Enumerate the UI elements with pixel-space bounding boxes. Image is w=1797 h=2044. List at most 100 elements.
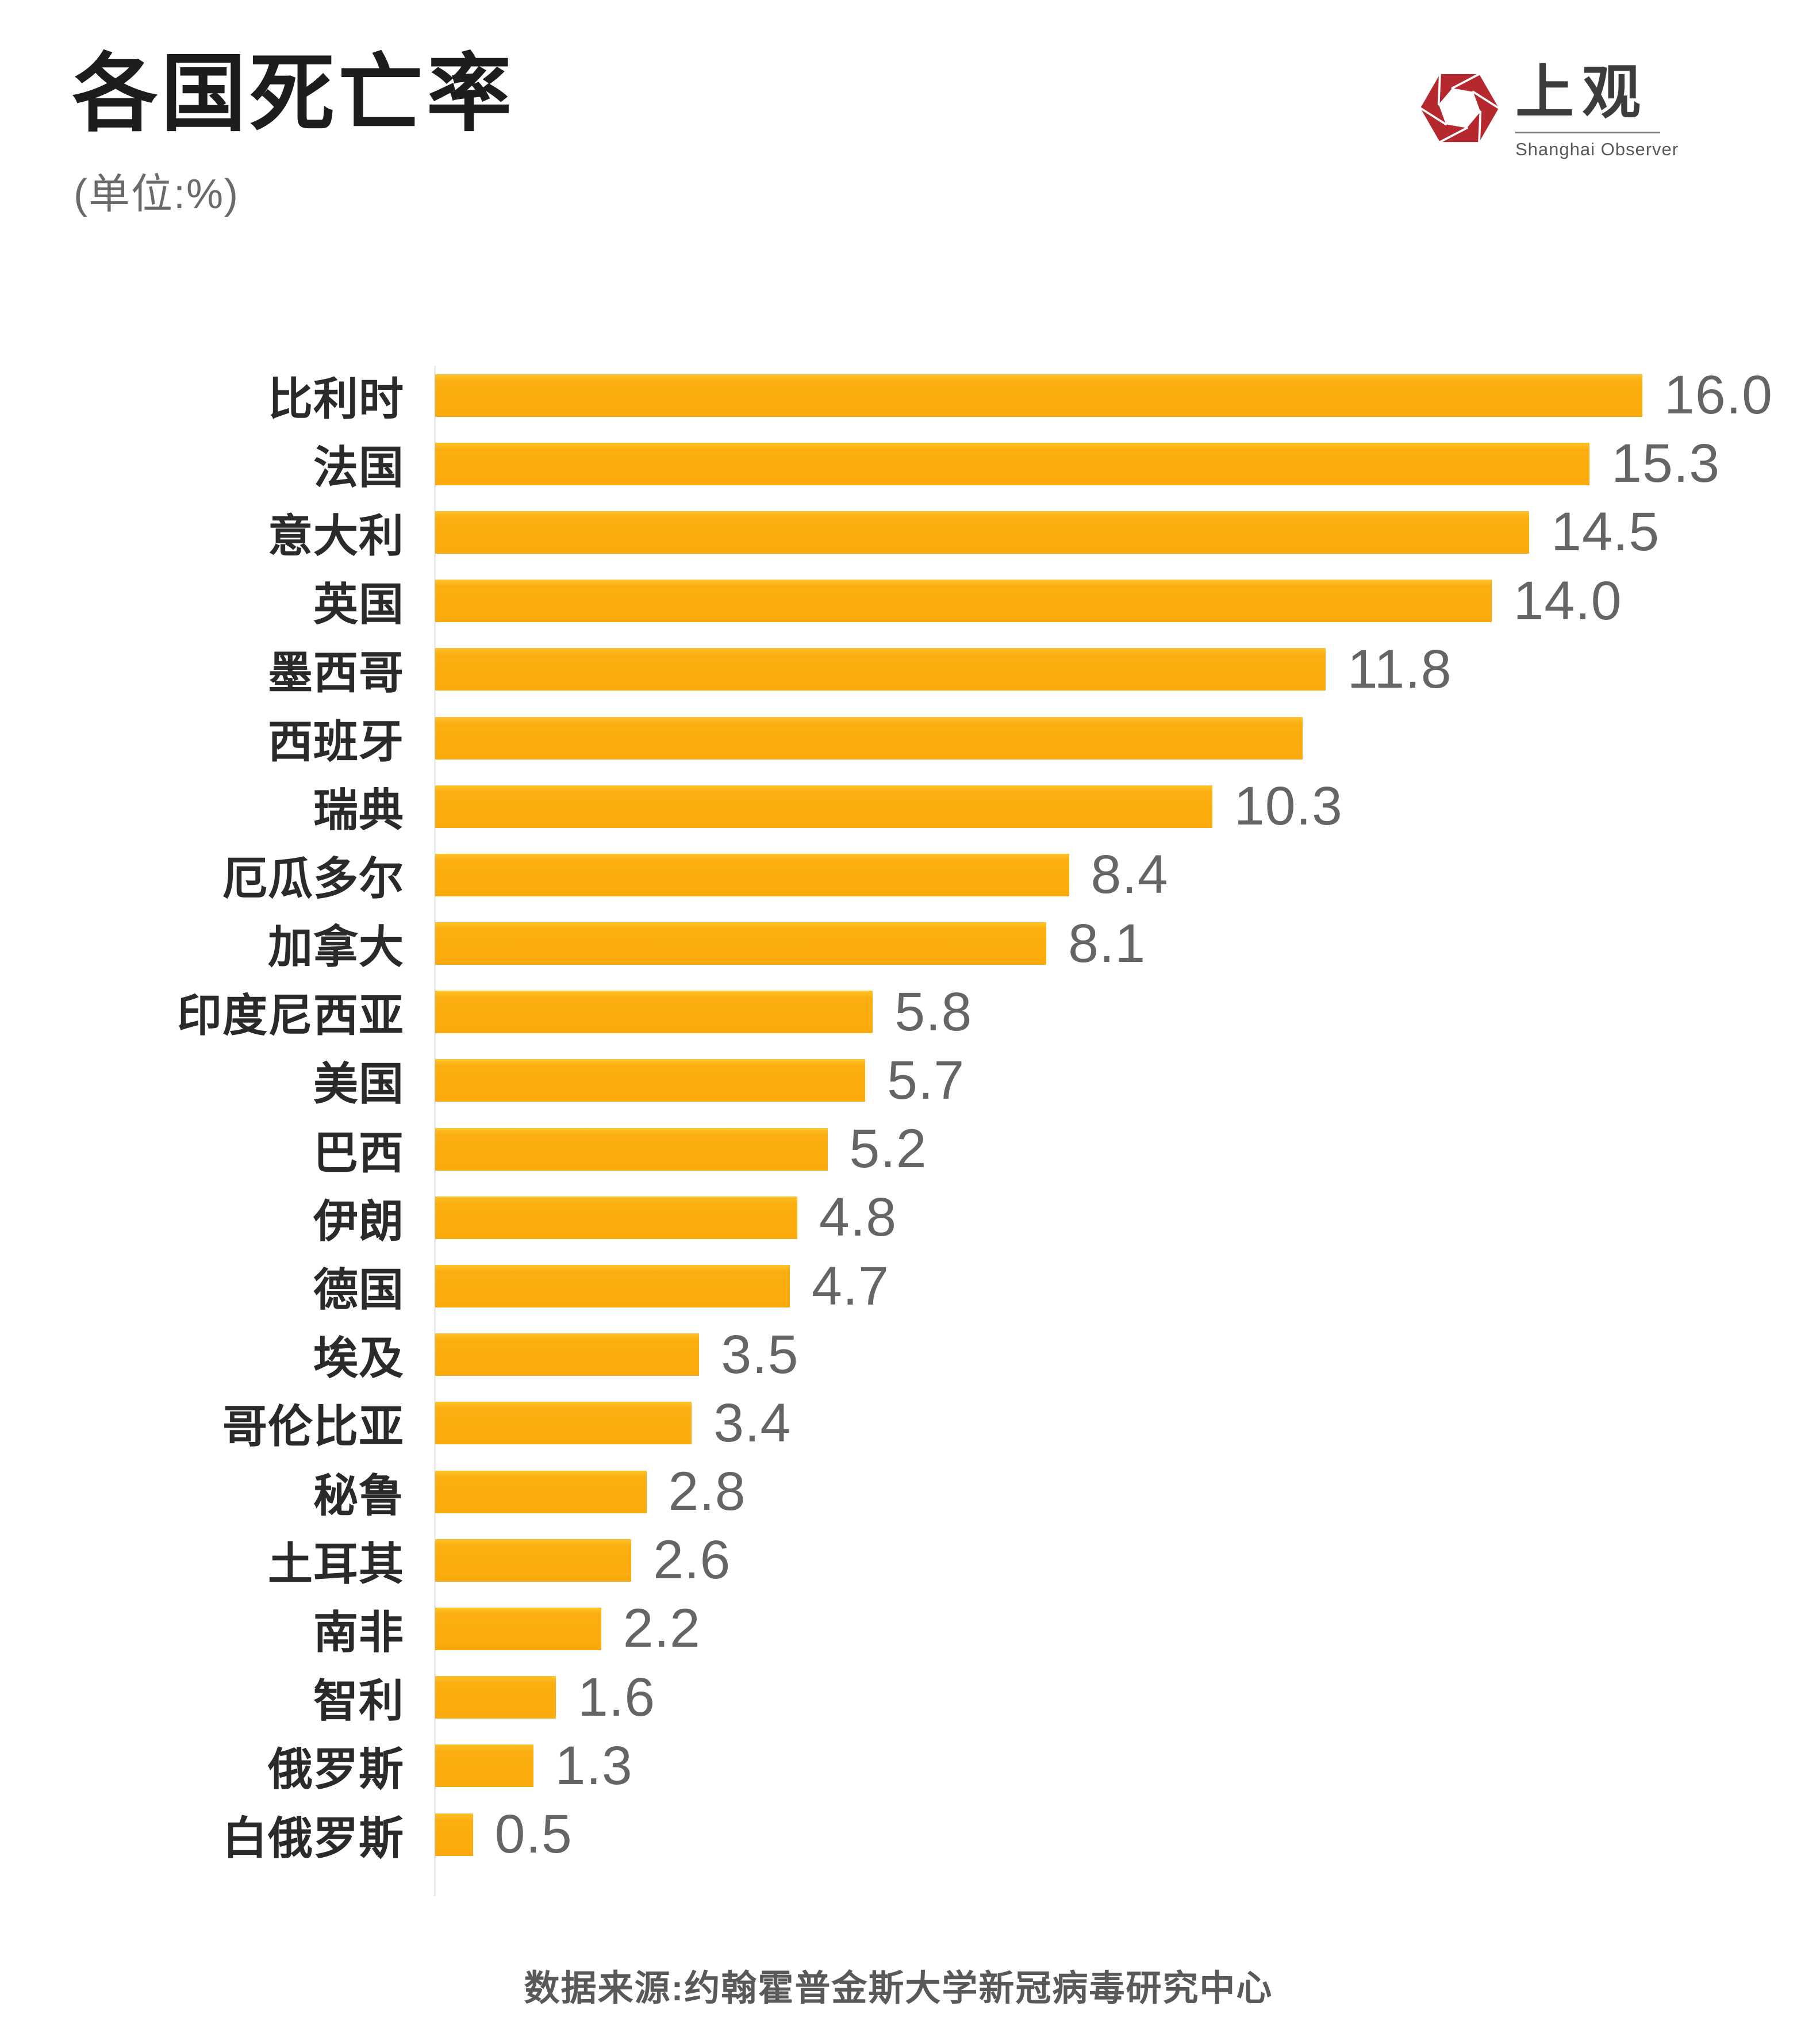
bar [435,580,1492,623]
country-label: 墨西哥 [267,647,404,699]
country-label: 秘鲁 [313,1470,404,1521]
bar-chart: 比利时 16.0 法国 15.3 意大利 14.5 英国 14.0 墨西哥 11.8 西班牙 瑞典 10… [0,361,1797,1869]
country-label: 埃及 [313,1333,404,1384]
bar [435,1333,700,1376]
bar [435,922,1047,965]
bar-zone: 0.5 [435,1803,573,1866]
bar-zone: 14.5 [435,501,1660,563]
bar-zone: 4.7 [435,1255,889,1318]
value-label: 5.7 [887,1049,965,1111]
bar [435,1539,632,1582]
aperture-hexagon-icon [1419,73,1500,143]
chart-row: 印度尼西亚 5.8 [0,978,1797,1046]
bar-zone: 2.8 [435,1460,746,1523]
value-label: 14.0 [1513,570,1622,631]
bar [435,716,1303,760]
page-title: 各国死亡率 [72,47,515,141]
country-label: 哥伦比亚 [222,1401,404,1452]
bar-zone: 14.0 [435,570,1622,632]
chart-row: 土耳其 2.6 [0,1526,1797,1594]
country-label: 白俄罗斯 [222,1812,404,1863]
bar [435,785,1212,828]
bar-zone: 5.2 [435,1118,927,1180]
bar-zone: 1.6 [435,1666,655,1729]
data-source-note: 数据来源:约翰霍普金斯大学新冠病毒研究中心 [524,1969,1273,2008]
bar [435,1470,647,1513]
bar [435,1744,533,1788]
chart-row: 智利 1.6 [0,1663,1797,1732]
value-label: 16.0 [1664,365,1773,426]
country-label: 厄瓜多尔 [222,853,404,904]
value-label: 8.4 [1091,844,1169,906]
value-label: 1.6 [578,1666,656,1728]
chart-row: 俄罗斯 1.3 [0,1732,1797,1800]
country-label: 智利 [313,1675,404,1727]
value-label: 4.8 [819,1187,897,1248]
logo-divider [1515,132,1660,134]
value-label: 3.5 [721,1324,799,1385]
value-label: 11.8 [1347,638,1452,700]
bar-zone: 16.0 [435,364,1773,427]
value-label: 10.3 [1234,776,1343,837]
bar [435,374,1642,417]
value-label: 3.4 [713,1392,792,1454]
bar [435,1402,692,1445]
country-label: 伊朗 [313,1195,404,1247]
bar-zone: 3.4 [435,1392,791,1455]
chart-row: 南非 2.2 [0,1594,1797,1663]
bar-zone: 4.8 [435,1186,897,1249]
bar-zone: 5.8 [435,981,972,1044]
chart-row: 巴西 5.2 [0,1115,1797,1183]
chart-row: 白俄罗斯 0.5 [0,1800,1797,1869]
value-label: 5.8 [894,981,973,1042]
logo-wordmark: 上观 Shanghai Observer [1515,62,1679,160]
value-label: 2.8 [668,1461,746,1523]
bar [435,1676,556,1719]
bar-zone: 11.8 [435,638,1452,701]
bar-zone: 5.7 [435,1049,965,1112]
chart-row: 西班牙 [0,704,1797,772]
country-label: 加拿大 [267,922,404,973]
chart-row: 瑞典 10.3 [0,772,1797,841]
chart-row: 厄瓜多尔 8.4 [0,841,1797,909]
value-label: 15.3 [1611,433,1721,494]
bar-zone [435,716,1324,760]
country-label: 美国 [313,1059,404,1110]
bar-zone: 8.4 [435,843,1169,906]
country-label: 比利时 [267,373,404,424]
bar [435,442,1590,485]
bar [435,1196,797,1239]
value-label: 14.5 [1551,501,1660,563]
chart-row: 德国 4.7 [0,1252,1797,1320]
value-label: 2.2 [623,1598,701,1659]
logo-chinese-name: 上观 [1515,58,1649,127]
bar [435,1128,828,1171]
chart-row: 意大利 14.5 [0,498,1797,566]
country-label: 俄罗斯 [267,1744,404,1795]
bar-zone: 2.6 [435,1529,731,1592]
country-label: 德国 [313,1264,404,1316]
bar-zone: 2.2 [435,1597,701,1660]
country-label: 南非 [313,1606,404,1658]
bar [435,1607,601,1650]
bar [435,991,873,1034]
value-label: 4.7 [811,1255,889,1317]
unit-subtitle: (单位:%) [74,171,239,217]
shanghai-observer-logo: 上观 Shanghai Observer [1419,62,1683,160]
chart-row: 法国 15.3 [0,429,1797,498]
bar [435,1265,790,1308]
value-label: 1.3 [555,1735,633,1796]
value-label: 8.1 [1068,912,1146,974]
value-label: 0.5 [494,1804,573,1865]
country-label: 意大利 [267,510,404,561]
chart-row: 伊朗 4.8 [0,1183,1797,1252]
bar-zone: 10.3 [435,775,1343,838]
bar-zone: 8.1 [435,912,1146,975]
bar [435,648,1326,691]
country-label: 西班牙 [267,716,404,767]
chart-row: 美国 5.7 [0,1046,1797,1115]
country-label: 印度尼西亚 [176,990,404,1041]
value-label: 5.2 [849,1118,927,1180]
chart-row: 英国 14.0 [0,567,1797,635]
chart-row: 比利时 16.0 [0,361,1797,429]
